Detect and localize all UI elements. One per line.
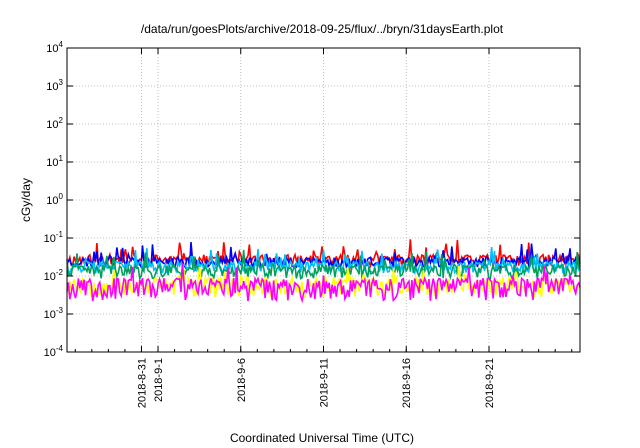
y-tick-exponent: -3: [56, 306, 64, 315]
y-tick-label: 102: [46, 116, 63, 131]
y-tick-exponent: -2: [56, 268, 64, 277]
y-tick-label: 100: [46, 192, 63, 207]
y-tick-exponent: 4: [59, 40, 64, 49]
y-tick-exponent: 0: [59, 192, 64, 201]
y-tick-label: 104: [46, 40, 63, 55]
y-tick-label: 101: [46, 154, 63, 169]
y-tick-label: 10-2: [44, 268, 64, 283]
y-tick-base: 10: [46, 195, 58, 207]
grid: [67, 47, 580, 353]
x-tick-label: 2018-9-21: [484, 358, 496, 408]
series-line: [66, 247, 581, 276]
y-tick-label: 103: [46, 78, 63, 93]
series-line: [66, 249, 581, 281]
y-tick-base: 10: [46, 157, 58, 169]
y-tick-exponent: -1: [56, 230, 64, 239]
x-axis: 2018-8-31 2018-9-1 2018-9-6 2018-9-11 2018-9…: [74, 48, 573, 408]
y-tick-base: 10: [44, 347, 56, 359]
y-tick-base: 10: [44, 271, 56, 283]
y-tick-label: 10-4: [44, 344, 64, 359]
y-tick-exponent: 2: [59, 116, 64, 125]
y-tick-base: 10: [46, 81, 58, 93]
x-tick-label: 2018-9-6: [236, 358, 248, 402]
y-tick-exponent: -4: [56, 344, 64, 353]
x-tick-label: 2018-9-11: [319, 358, 331, 407]
y-axis-label: cGy/day: [19, 178, 33, 222]
y-tick-base: 10: [44, 309, 56, 321]
y-tick-base: 10: [44, 233, 56, 245]
y-tick-exponent: 1: [59, 154, 64, 163]
series-group: [66, 239, 581, 304]
series-line: [66, 263, 581, 304]
y-tick-base: 10: [46, 119, 58, 131]
y-tick-base: 10: [46, 43, 58, 55]
chart-title: /data/run/goesPlots/archive/2018-09-25/f…: [141, 22, 504, 36]
y-tick-label: 10-3: [44, 306, 64, 321]
y-tick-label: 10-1: [44, 230, 64, 245]
x-tick-label: 2018-8-31: [136, 358, 148, 408]
x-tick-label: 2018-9-1: [153, 358, 165, 402]
y-tick-exponent: 3: [59, 78, 64, 87]
x-axis-label: Coordinated Universal Time (UTC): [230, 431, 414, 445]
x-tick-label: 2018-9-16: [401, 358, 413, 408]
